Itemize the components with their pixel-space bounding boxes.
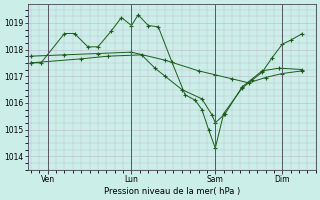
X-axis label: Pression niveau de la mer( hPa ): Pression niveau de la mer( hPa ) — [104, 187, 240, 196]
